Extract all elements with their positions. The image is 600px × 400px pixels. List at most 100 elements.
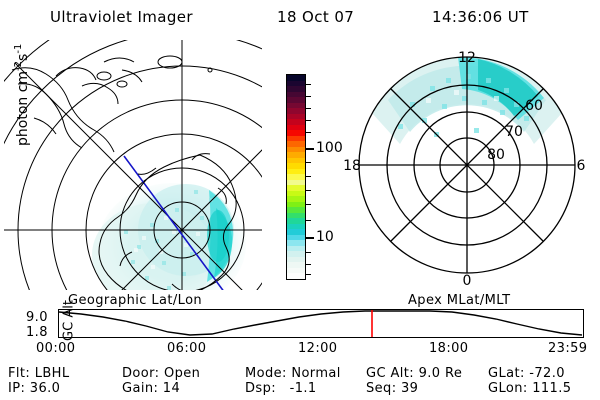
colorbar-minor-tick	[306, 264, 311, 265]
time-tick-0600: 06:00	[167, 341, 207, 356]
colorbar-major-tick	[306, 237, 314, 239]
colorbar-major-tick	[306, 148, 314, 150]
colorbar-segment	[287, 91, 305, 97]
colorbar-axis-label: photon cm-2s-1	[13, 20, 31, 170]
orbit-tick-high: 9.0	[26, 310, 48, 325]
colorbar-segment	[287, 273, 305, 279]
colorbar-segment	[287, 267, 305, 273]
colorbar-segment	[287, 245, 305, 251]
colorbar-segment	[287, 146, 305, 152]
colorbar-segment	[287, 141, 305, 147]
colorbar	[286, 74, 306, 280]
observation-date: 18 Oct 07	[277, 8, 355, 26]
colorbar-tick-100: 100	[316, 140, 343, 156]
colorbar-minor-tick	[306, 176, 311, 177]
geographic-plot	[4, 40, 262, 290]
colorbar-minor-tick	[306, 108, 311, 109]
geographic-panel	[4, 40, 262, 290]
colorbar-segment	[287, 157, 305, 163]
colorbar-minor-tick	[306, 96, 311, 97]
colorbar-minor-tick	[306, 274, 311, 275]
status-glat: GLat: -72.0	[488, 366, 565, 381]
instrument-title: Ultraviolet Imager	[50, 8, 193, 26]
colorbar-tick-10: 10	[316, 229, 334, 245]
colorbar-minor-tick	[306, 220, 311, 221]
status-glon: GLon: 111.5	[488, 381, 572, 396]
colorbar-segment	[287, 218, 305, 224]
time-tick-0000: 00:00	[36, 341, 76, 356]
status-filter: Flt: LBHL	[8, 366, 70, 381]
colorbar-segment	[287, 86, 305, 92]
colorbar-segment	[287, 229, 305, 235]
colorbar-segment	[287, 168, 305, 174]
islands	[96, 55, 213, 88]
colorbar-segment	[287, 256, 305, 262]
antarctica-coastline	[98, 153, 237, 290]
colorbar-segment	[287, 207, 305, 213]
colorbar-segment	[287, 108, 305, 114]
colorbar-minor-tick	[306, 132, 311, 133]
colorbar-segment	[287, 130, 305, 136]
status-ip: IP: 36.0	[8, 381, 61, 396]
status-mode: Mode: Normal	[245, 366, 341, 381]
south-america-coastline	[11, 57, 143, 153]
orbit-altitude-trace	[59, 310, 583, 337]
colorbar-segment	[287, 190, 305, 196]
colorbar-unit-main: photon cm	[14, 70, 31, 146]
colorbar-minor-tick	[306, 190, 311, 191]
apex-panel-title: Apex MLat/MLT	[408, 293, 511, 308]
colorbar-segment	[287, 179, 305, 185]
altitude-curve	[59, 310, 583, 336]
colorbar-segment	[287, 124, 305, 130]
colorbar-segment	[287, 119, 305, 125]
colorbar-segment	[287, 212, 305, 218]
mlat-label-80: 80	[487, 147, 505, 163]
colorbar-segment	[287, 251, 305, 257]
colorbar-segment	[287, 262, 305, 268]
colorbar-segment	[287, 75, 305, 81]
colorbar-segment	[287, 196, 305, 202]
observation-time: 14:36:06 UT	[432, 8, 529, 26]
colorbar-segment	[287, 163, 305, 169]
colorbar-minor-tick	[306, 204, 311, 205]
status-seq: Seq: 39	[366, 381, 419, 396]
colorbar-unit-exp1: -2	[13, 60, 25, 71]
mlat-label-70: 70	[505, 124, 523, 140]
colorbar-minor-tick	[306, 84, 311, 85]
mlt-spokes	[359, 57, 575, 273]
orbit-tick-low: 1.8	[26, 325, 48, 340]
status-gc-alt: GC Alt: 9.0 Re	[366, 366, 463, 381]
time-tick-1200: 12:00	[298, 341, 338, 356]
mlt-label-0: 0	[463, 273, 472, 289]
time-tick-2359: 23:59	[548, 341, 588, 356]
status-dsp: Dsp: -1.1	[245, 381, 317, 396]
time-tick-1800: 18:00	[429, 341, 469, 356]
status-gain: Gain: 14	[122, 381, 181, 396]
mlt-label-12: 12	[458, 50, 476, 66]
mlt-label-18: 18	[343, 158, 361, 174]
colorbar-unit-mid: s	[14, 53, 31, 61]
colorbar-ticks	[306, 74, 314, 280]
colorbar-minor-tick	[306, 120, 311, 121]
colorbar-unit-exp2: -1	[13, 43, 25, 54]
colorbar-minor-tick	[306, 162, 311, 163]
colorbar-segment	[287, 97, 305, 103]
geographic-panel-title: Geographic Lat/Lon	[68, 293, 203, 308]
apex-plot: 12 6 0 18 60 70 80	[343, 50, 586, 289]
mlt-label-6: 6	[577, 158, 586, 174]
colorbar-segment	[287, 174, 305, 180]
mlat-label-60: 60	[525, 98, 543, 114]
terminator-line	[123, 155, 224, 290]
colorbar-segment	[287, 201, 305, 207]
colorbar-segment	[287, 135, 305, 141]
apex-panel: 12 6 0 18 60 70 80	[338, 40, 596, 290]
colorbar-segment	[287, 185, 305, 191]
colorbar-segment	[287, 113, 305, 119]
colorbar-segment	[287, 102, 305, 108]
colorbar-segment	[287, 152, 305, 158]
colorbar-segment	[287, 223, 305, 229]
colorbar-minor-tick	[306, 252, 311, 253]
aurora-emission-geographic	[92, 183, 246, 290]
colorbar-gradient	[286, 74, 306, 280]
